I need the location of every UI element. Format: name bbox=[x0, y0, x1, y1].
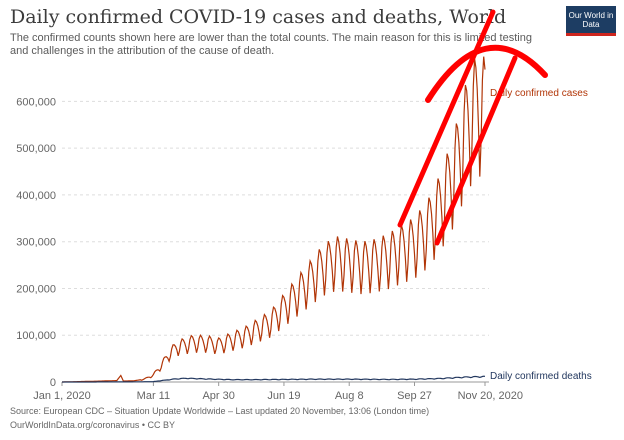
y-tick-label: 400,000 bbox=[16, 190, 56, 202]
cases-series-line[interactable] bbox=[62, 56, 486, 383]
y-tick-label: 100,000 bbox=[16, 330, 56, 342]
x-tick-label: Mar 11 bbox=[137, 390, 170, 402]
deaths-series-line[interactable] bbox=[62, 375, 486, 383]
chart-subtitle: The confirmed counts shown here are lowe… bbox=[10, 32, 532, 57]
x-tick-label: Jan 1, 2020 bbox=[33, 390, 91, 402]
legend-cases-label: Daily confirmed cases bbox=[490, 88, 588, 99]
x-tick-label: Apr 30 bbox=[202, 390, 234, 402]
logo-underline bbox=[566, 33, 616, 36]
annotation-arc bbox=[425, 44, 548, 103]
x-axis: Jan 1, 2020 Mar 11 Apr 30 Jun 19 Aug 8 Sep 27… bbox=[33, 382, 523, 402]
hand-drawn-annotation bbox=[397, 9, 548, 246]
source-url[interactable]: OurWorldInData.org/coronavirus • CC BY bbox=[10, 420, 176, 430]
x-tick-label: Sep 27 bbox=[397, 390, 432, 402]
annotation-right-line bbox=[434, 55, 518, 246]
y-tick-label: 600,000 bbox=[16, 96, 56, 108]
owid-logo[interactable]: Our World in Data bbox=[566, 6, 616, 36]
x-tick-label: Aug 8 bbox=[335, 390, 364, 402]
chart-title: Daily confirmed COVID-19 cases and death… bbox=[10, 6, 507, 28]
y-tick-label: 200,000 bbox=[16, 283, 56, 295]
x-tick-label: Nov 20, 2020 bbox=[458, 390, 523, 402]
x-tick-label: Jun 19 bbox=[267, 390, 300, 402]
annotation-left-line bbox=[397, 9, 496, 228]
legend-deaths-label: Daily confirmed deaths bbox=[490, 371, 592, 382]
y-axis: 0 100,000 200,000 300,000 400,000 500,000 600,… bbox=[16, 96, 56, 389]
logo-text: Our World in Data bbox=[568, 11, 614, 29]
y-tick-label: 0 bbox=[50, 377, 56, 389]
source-note: Source: European CDC – Situation Update … bbox=[10, 406, 430, 416]
gridlines bbox=[62, 100, 489, 383]
y-tick-label: 300,000 bbox=[16, 237, 56, 249]
y-tick-label: 500,000 bbox=[16, 143, 56, 155]
